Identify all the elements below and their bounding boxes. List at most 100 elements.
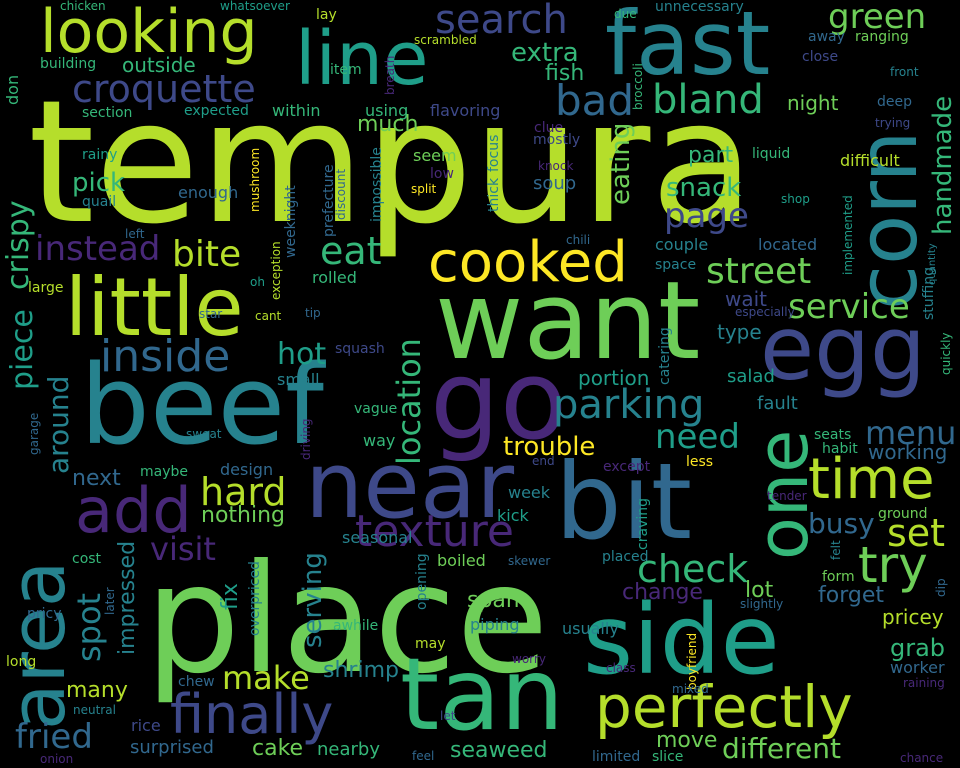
- word-expected: expected: [184, 103, 249, 119]
- word-impossible: impossible: [369, 147, 385, 222]
- word-implemented: implemented: [841, 195, 855, 275]
- word-away: away: [808, 29, 845, 45]
- word-kick: kick: [497, 506, 529, 525]
- word-seats: seats: [814, 427, 852, 443]
- word-mixed: mixed: [672, 682, 709, 696]
- word-instead: instead: [35, 229, 161, 269]
- word-cost: cost: [72, 551, 102, 567]
- word-snack: snack: [666, 173, 742, 203]
- word-service: service: [788, 287, 910, 327]
- word-split: split: [411, 182, 437, 196]
- word-crispy: crispy: [1, 200, 36, 290]
- word-liquid: liquid: [752, 146, 791, 162]
- word-cooked: cooked: [428, 230, 628, 295]
- word-cake: cake: [252, 736, 304, 761]
- word-bland: bland: [652, 77, 764, 123]
- word-driving: driving: [299, 418, 313, 460]
- word-front: front: [890, 65, 919, 79]
- word-visit: visit: [150, 530, 216, 568]
- word-near: near: [305, 432, 515, 539]
- word-quantity: quantity: [927, 243, 938, 285]
- word-exception: exception: [269, 241, 283, 300]
- word-maybe: maybe: [140, 464, 189, 480]
- word-eat: eat: [320, 229, 382, 273]
- word-craving: craving: [635, 498, 651, 550]
- word-onion: onion: [40, 752, 74, 766]
- word-less: less: [686, 454, 714, 470]
- word-whatsoever: whatsoever: [220, 0, 290, 13]
- word-set: set: [887, 511, 946, 555]
- word-catering: catering: [657, 327, 673, 385]
- word-lot: lot: [745, 578, 774, 603]
- word-left: left: [125, 227, 145, 241]
- word-little: little: [65, 261, 244, 354]
- word-squash: squash: [335, 341, 385, 357]
- word-fish: fish: [545, 61, 585, 86]
- word-serving: serving: [298, 552, 328, 648]
- word-next: next: [72, 466, 121, 491]
- word-sweat: sweat: [186, 427, 222, 441]
- word-area: area: [0, 560, 82, 730]
- word-around: around: [42, 375, 75, 474]
- word-much: much: [357, 112, 419, 137]
- word-impressed: impressed: [115, 540, 140, 655]
- word-space: space: [655, 257, 697, 273]
- word-chew: chew: [178, 674, 215, 690]
- word-couple: couple: [655, 235, 709, 254]
- word-side: side: [583, 584, 780, 696]
- word-awhile: awhile: [333, 618, 379, 634]
- word-outside: outside: [122, 53, 196, 77]
- word-piping: piping: [470, 615, 520, 634]
- word-handmade: handmade: [928, 95, 958, 235]
- word-dip: dip: [934, 578, 948, 597]
- word-place: place: [145, 533, 549, 707]
- word-change: change: [622, 580, 703, 605]
- word-pricy: pricy: [27, 606, 62, 622]
- word-go: go: [430, 336, 568, 464]
- word-soup: soup: [533, 173, 577, 194]
- word-especially: especially: [735, 305, 795, 319]
- word-tender: tender: [767, 489, 807, 503]
- word-rainy: rainy: [82, 147, 118, 163]
- word-quickly: quickly: [939, 332, 953, 375]
- word-let: let: [440, 709, 456, 723]
- word-low: low: [430, 166, 454, 182]
- word-surprised: surprised: [130, 737, 214, 758]
- word-vague: vague: [354, 401, 398, 417]
- word-later: later: [103, 587, 117, 615]
- word-form: form: [822, 569, 855, 585]
- word-fix: fix: [218, 583, 243, 610]
- word-cant: cant: [255, 309, 282, 323]
- word-perfectly: perfectly: [595, 673, 853, 741]
- word-seasonal: seasonal: [342, 528, 413, 547]
- word-mostly: mostly: [533, 132, 581, 148]
- word-thick: thick: [486, 177, 502, 212]
- word-tan: tan: [400, 636, 564, 753]
- word-enough: enough: [178, 183, 239, 202]
- word-difficult: difficult: [840, 151, 900, 170]
- word-using: using: [365, 101, 409, 120]
- word-placed: placed: [602, 549, 649, 565]
- word-may: may: [415, 636, 446, 652]
- word-bit: bit: [555, 441, 692, 563]
- word-focus: focus: [486, 134, 502, 172]
- word-make: make: [222, 659, 310, 697]
- word-nothing: nothing: [201, 503, 285, 528]
- word-try: try: [858, 536, 928, 594]
- word-fault: fault: [757, 393, 798, 414]
- word-overpriced: overpriced: [247, 561, 263, 636]
- word-shop: shop: [781, 192, 810, 206]
- word-chance: chance: [900, 751, 944, 765]
- word-building: building: [40, 56, 97, 72]
- word-spam: spam: [467, 588, 528, 613]
- word-page: page: [664, 196, 749, 236]
- word-busy: busy: [808, 507, 875, 540]
- word-habit: habit: [822, 441, 858, 457]
- word-slice: slice: [652, 749, 684, 765]
- word-search: search: [435, 0, 568, 43]
- word-salad: salad: [727, 366, 775, 387]
- word-class: class: [606, 661, 636, 675]
- word-trying: trying: [875, 116, 911, 130]
- word-fried: fried: [15, 717, 93, 757]
- word-usually: usually: [562, 619, 619, 638]
